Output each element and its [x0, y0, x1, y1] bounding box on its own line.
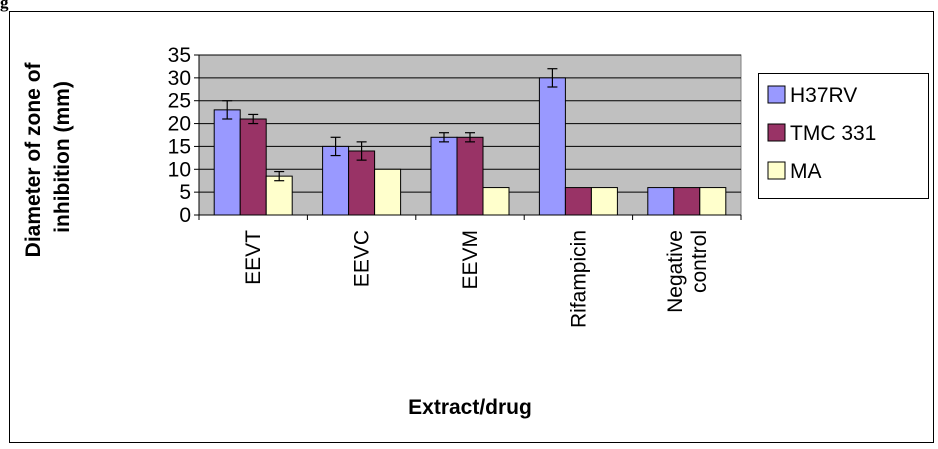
- legend-swatch: [767, 161, 786, 180]
- bars: [213, 77, 727, 216]
- bar: [699, 187, 727, 216]
- y-axis-title-line-2: inhibition (mm): [51, 81, 74, 233]
- y-axis-title-line-1: Diameter of zone of: [22, 61, 45, 257]
- x-tick-label-line: EEVM: [459, 230, 482, 290]
- x-tick-label: Rifampicin: [567, 230, 590, 328]
- bar: [590, 187, 618, 216]
- x-tick-label: Negativecontrol: [664, 230, 711, 313]
- bar: [239, 118, 267, 216]
- y-tick-label: 15: [168, 135, 191, 158]
- legend-label: MA: [790, 160, 822, 183]
- bar: [265, 175, 293, 216]
- x-tick-label-line: EEVT: [242, 230, 265, 285]
- bar: [374, 168, 402, 216]
- bar: [482, 187, 510, 216]
- legend-items: H37RV TMC 331 MA: [767, 84, 876, 183]
- bar: [213, 109, 241, 216]
- y-tick-label: 10: [168, 158, 191, 181]
- bar: [322, 145, 350, 216]
- x-axis-title: Extract/drug: [408, 396, 532, 419]
- x-tick-label-line: Negative: [664, 230, 687, 313]
- bar: [456, 136, 484, 216]
- x-tick-label: EEVT: [242, 230, 265, 285]
- x-tick-label-line: EEVC: [351, 230, 374, 287]
- bar: [564, 187, 592, 216]
- x-tick-label-line: control: [688, 230, 711, 293]
- y-tick-label: 20: [168, 113, 191, 136]
- legend-label: TMC 331: [790, 122, 876, 145]
- legend-label: H37RV: [790, 84, 857, 107]
- bar: [430, 136, 458, 216]
- y-tick-label: 5: [179, 181, 191, 204]
- y-tick-label: 35: [168, 44, 191, 67]
- y-tick-label: 30: [168, 67, 191, 90]
- bar: [538, 77, 566, 216]
- corner-text-fragment: g: [0, 0, 9, 12]
- legend: H37RV TMC 331 MA: [758, 73, 929, 199]
- legend-box: [758, 73, 929, 199]
- x-tick-label-line: Rifampicin: [567, 230, 590, 328]
- bar: [647, 187, 675, 216]
- legend-swatch: [767, 85, 786, 104]
- y-axis-title: Diameter of zone of inhibition (mm): [22, 57, 74, 258]
- y-tick-label: 25: [168, 90, 191, 113]
- x-tick-label: EEVM: [459, 230, 482, 290]
- legend-swatch: [767, 123, 786, 142]
- bar: [673, 187, 701, 216]
- error-bars: [222, 68, 558, 182]
- x-tick-labels: EEVT EEVC EEVM Rifampicin Negativecontrol: [242, 230, 711, 328]
- x-tick-label: EEVC: [351, 230, 374, 287]
- y-tick-label: 0: [179, 204, 191, 227]
